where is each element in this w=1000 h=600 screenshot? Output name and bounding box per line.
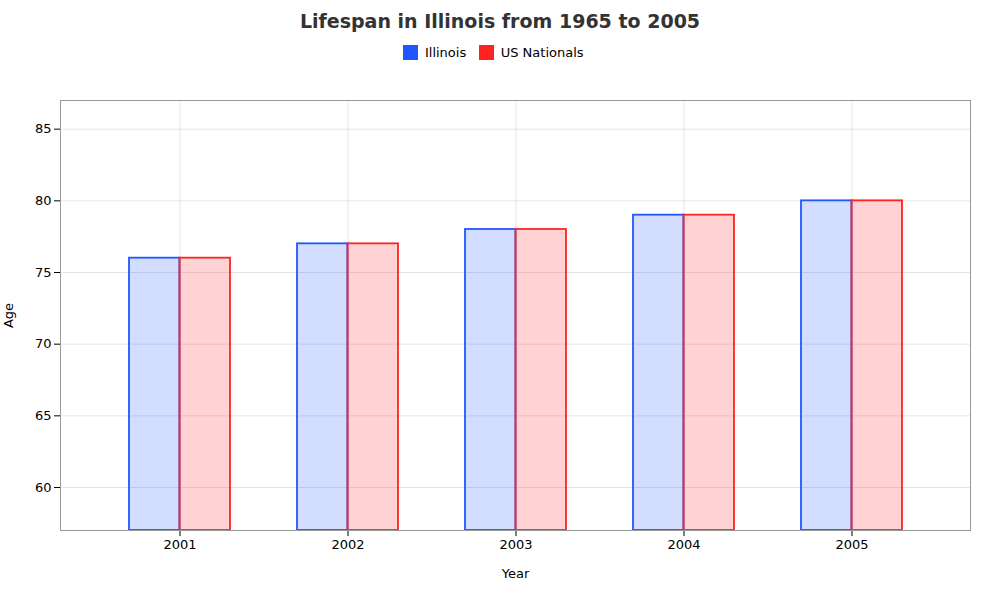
svg-text:2001: 2001 bbox=[163, 536, 196, 551]
svg-text:Year: Year bbox=[501, 565, 530, 580]
svg-text:Age: Age bbox=[1, 302, 16, 327]
svg-text:75: 75 bbox=[35, 264, 52, 279]
svg-text:2005: 2005 bbox=[835, 536, 868, 551]
svg-text:80: 80 bbox=[35, 192, 52, 207]
svg-text:2002: 2002 bbox=[331, 536, 364, 551]
svg-text:70: 70 bbox=[35, 336, 52, 351]
html-text:US Nationals: US Nationals bbox=[500, 45, 584, 60]
svg-text:85: 85 bbox=[35, 121, 52, 136]
html-text:Illinois: Illinois bbox=[425, 45, 467, 60]
svg-text:65: 65 bbox=[35, 407, 52, 422]
svg-text:60: 60 bbox=[35, 479, 52, 494]
svg-text:2003: 2003 bbox=[499, 536, 532, 551]
svg-text:2004: 2004 bbox=[667, 536, 700, 551]
html-text:Lifespan in Illinois from 1965: Lifespan in Illinois from 1965 to 2005 bbox=[299, 10, 701, 32]
